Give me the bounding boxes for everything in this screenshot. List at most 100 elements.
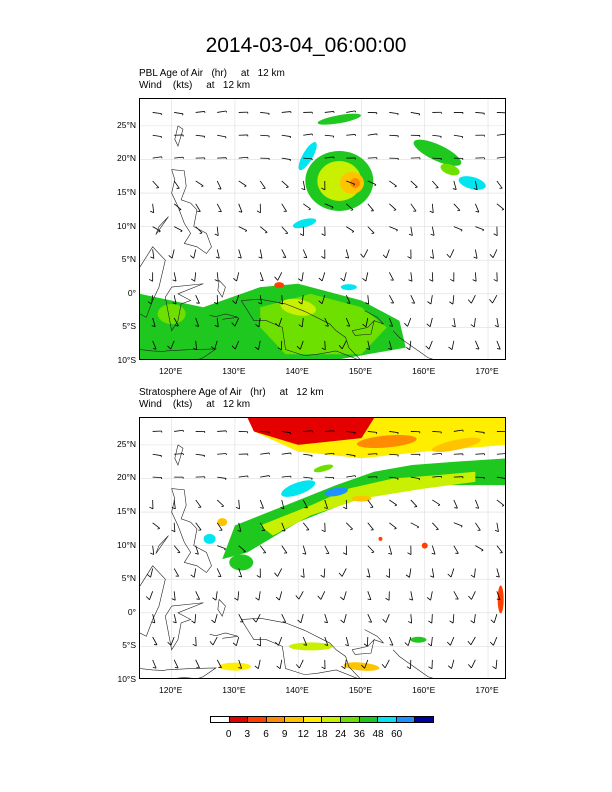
wind-barb: [216, 522, 223, 531]
wind-barb: [432, 134, 442, 138]
wind-barb: [432, 157, 442, 161]
wind-barb: [321, 226, 326, 236]
wind-barb: [298, 272, 304, 282]
strat-region: [356, 434, 417, 449]
wind-barb: [297, 614, 304, 624]
wind-barb: [152, 430, 163, 433]
coastline: [140, 349, 166, 352]
wind-barb: [260, 475, 271, 478]
wind-barb: [494, 317, 499, 328]
panel-1-caption-line2: Wind (kts) at 12 km: [139, 80, 251, 91]
colorbar-swatch: [359, 717, 379, 722]
wind-barb: [406, 340, 412, 351]
wind-barb: [362, 317, 369, 328]
wind-barb: [209, 636, 218, 646]
wind-barb: [429, 272, 434, 282]
wind-barb: [493, 272, 498, 282]
lon-tick-label: 160°E: [412, 366, 436, 376]
wind-barb: [473, 180, 478, 191]
wind-barb: [278, 295, 284, 305]
wind-barb: [302, 499, 308, 509]
wind-barb: [345, 294, 351, 304]
panel-2-caption-line1: Stratosphere Age of Air (hr) at 12 km: [139, 387, 324, 398]
wind-barb: [365, 295, 370, 305]
coastline: [140, 246, 166, 318]
wind-barb: [145, 591, 154, 601]
wind-barb: [235, 499, 240, 510]
wind-barb: [318, 272, 326, 282]
wind-barb: [489, 636, 498, 646]
wind-barb: [367, 157, 378, 160]
wind-barb: [281, 545, 288, 554]
wind-barb: [152, 226, 161, 233]
wind-barb: [212, 591, 218, 601]
pbl-region: [340, 284, 357, 291]
wind-barb: [388, 340, 392, 350]
wind-barb: [237, 522, 242, 532]
wind-barb: [367, 203, 374, 212]
lat-tick-label: 0°: [127, 606, 136, 617]
wind-barb: [238, 545, 246, 553]
wind-barb: [238, 134, 249, 137]
wind-barb: [168, 249, 175, 259]
wind-barb: [470, 317, 476, 328]
wind-barb: [281, 111, 292, 114]
lon-tick-label: 140°E: [285, 685, 309, 695]
wind-barb: [301, 180, 306, 191]
wind-barb: [405, 568, 412, 578]
wind-barb: [447, 568, 455, 578]
wind-barb: [259, 545, 267, 554]
wind-barb: [475, 431, 485, 434]
wind-barb: [324, 476, 335, 480]
wind-barb: [195, 180, 204, 188]
wind-barb: [167, 340, 175, 350]
wind-barb: [432, 180, 439, 189]
coastline: [140, 565, 166, 637]
wind-barb: [258, 295, 263, 305]
wind-barb: [231, 317, 240, 327]
wind-barb: [195, 134, 206, 138]
wind-barb: [174, 156, 184, 159]
wind-barb: [430, 568, 435, 578]
wind-barb: [215, 249, 220, 259]
wind-barb: [171, 591, 176, 601]
wind-barb: [367, 226, 375, 234]
wind-barb: [195, 591, 200, 600]
wind-barb: [321, 522, 326, 533]
wind-barb: [429, 249, 434, 259]
colorbar-label: 6: [263, 729, 269, 740]
wind-barb: [410, 157, 421, 160]
wind-barb: [410, 134, 421, 137]
wind-barb: [303, 430, 313, 433]
coastline: [171, 169, 212, 254]
wind-barb: [151, 317, 156, 328]
colorbar-label: 24: [335, 729, 347, 740]
wind-barb: [427, 636, 433, 647]
wind-barb: [453, 545, 459, 554]
strat-region: [324, 487, 348, 497]
wind-barb: [191, 272, 197, 282]
wind-barb: [367, 112, 378, 115]
wind-barb: [490, 614, 498, 624]
wind-barb: [367, 133, 378, 136]
wind-barb: [191, 614, 197, 624]
wind-barb: [388, 272, 394, 281]
lat-tick-label: 10°N: [117, 220, 136, 231]
wind-barb: [346, 431, 356, 435]
wind-barb: [381, 659, 390, 669]
wind-barb: [453, 429, 464, 432]
coastline: [240, 298, 360, 359]
wind-barb: [173, 568, 180, 577]
wind-barb: [324, 636, 329, 646]
lon-tick-label: 170°E: [475, 685, 499, 695]
wind-barb: [340, 614, 347, 624]
wind-barb: [195, 317, 200, 327]
wind-barb: [496, 180, 503, 189]
wind-barb: [231, 340, 240, 350]
wind-barb: [453, 499, 458, 509]
wind-barb: [361, 659, 369, 669]
wind-barb: [277, 340, 283, 351]
wind-barb: [407, 249, 412, 259]
wind-barb: [360, 249, 369, 258]
wind-barb: [429, 203, 434, 214]
